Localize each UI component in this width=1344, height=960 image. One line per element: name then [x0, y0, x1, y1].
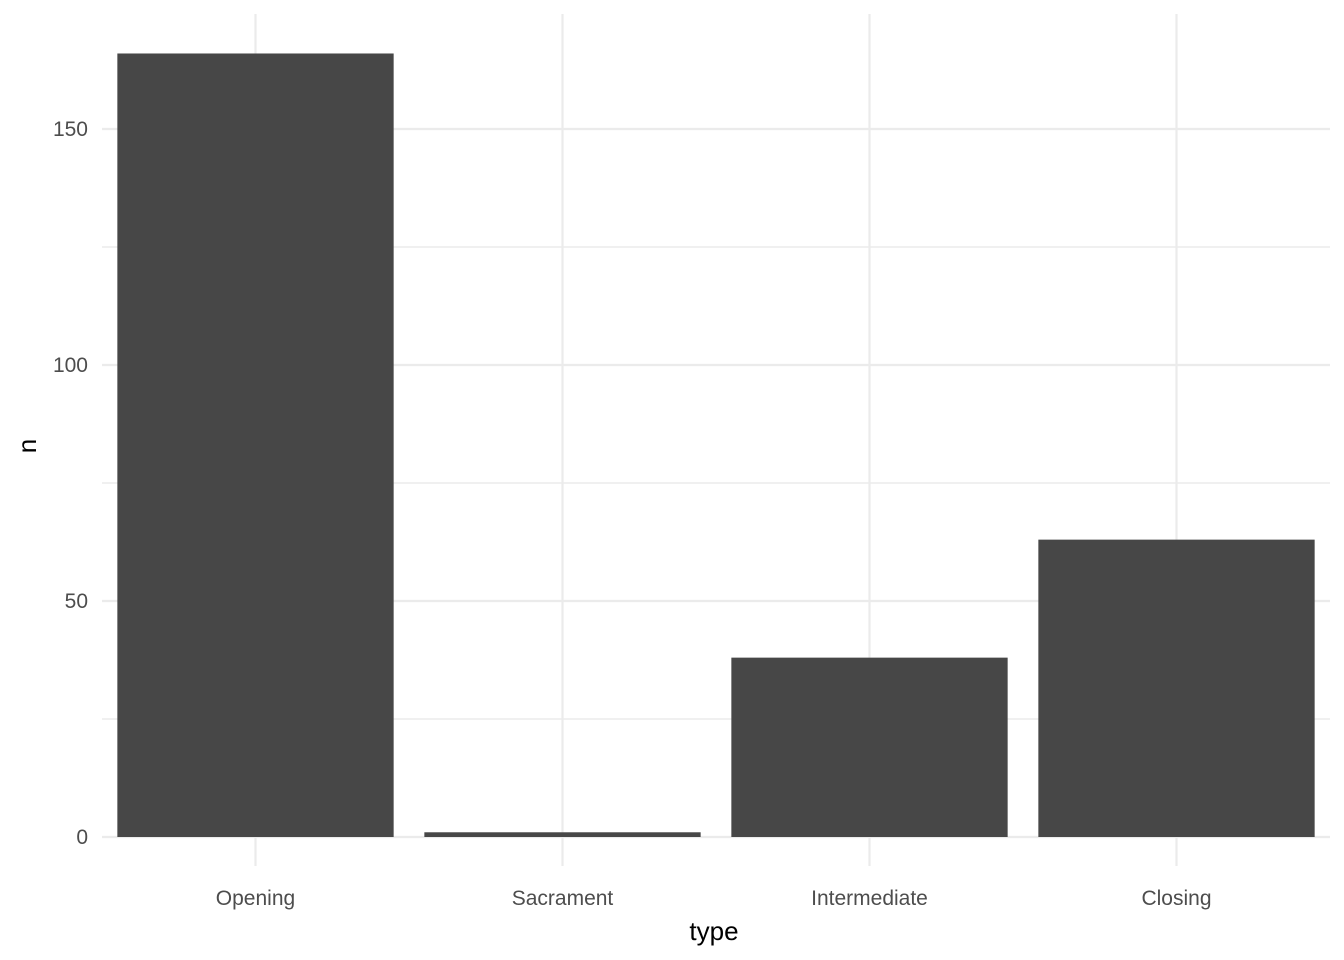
- y-tick-label: 50: [65, 590, 88, 613]
- y-tick-label: 150: [53, 118, 88, 141]
- y-tick-label: 0: [76, 826, 88, 849]
- x-tick-label: Closing: [1141, 887, 1211, 910]
- y-tick-label: 100: [53, 354, 88, 377]
- bar-closing: [1038, 539, 1315, 837]
- bar-opening: [117, 53, 394, 838]
- bar-intermediate: [731, 657, 1008, 837]
- y-tick-labels: 0 50 100 150: [53, 118, 88, 849]
- x-tick-label: Sacrament: [512, 887, 614, 910]
- x-tick-label: Intermediate: [811, 887, 928, 910]
- x-tick-label: Opening: [216, 887, 295, 910]
- bar-sacrament: [424, 832, 701, 837]
- x-tick-labels: Opening Sacrament Intermediate Closing: [216, 887, 1212, 910]
- y-axis-title: n: [12, 439, 42, 453]
- bars: [117, 53, 1315, 838]
- x-axis-title: type: [689, 916, 738, 946]
